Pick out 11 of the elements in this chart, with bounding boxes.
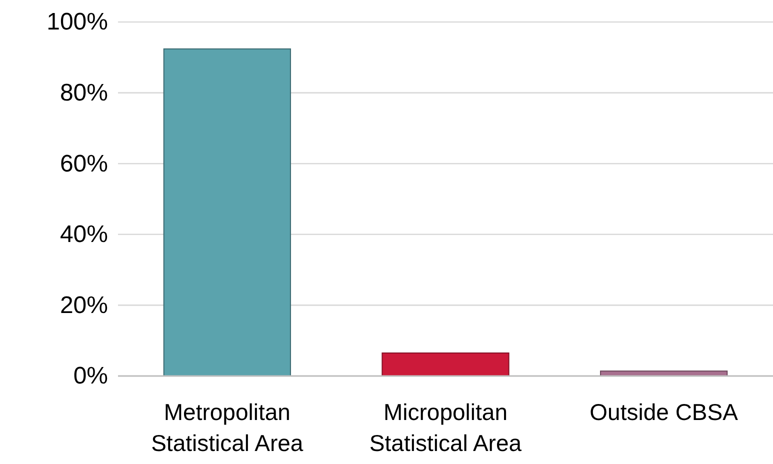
y-tick-label: 0%: [73, 362, 108, 390]
x-tick-label: Outside CBSA: [590, 399, 739, 425]
bar: [382, 352, 510, 376]
y-tick-label: 100%: [46, 8, 108, 36]
y-tick-label: 20%: [60, 292, 108, 319]
y-tick-label: 40%: [60, 221, 108, 248]
y-tick-label: 60%: [60, 150, 108, 178]
x-tick-label: Micropolitan Statistical Area: [369, 399, 522, 456]
bar: [163, 48, 291, 376]
x-tick-label: Metropolitan Statistical Area: [151, 399, 304, 456]
y-tick-label: 80%: [60, 79, 108, 106]
